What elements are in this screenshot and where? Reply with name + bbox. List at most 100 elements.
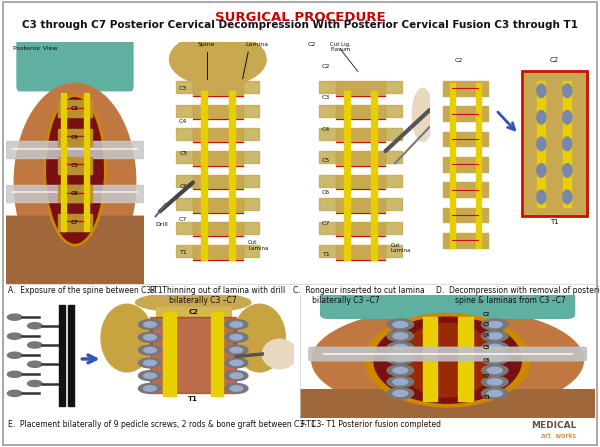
Bar [319, 222, 336, 234]
Bar [385, 128, 402, 140]
Circle shape [7, 333, 22, 339]
Circle shape [230, 373, 243, 378]
Circle shape [230, 386, 243, 391]
Text: T1: T1 [550, 219, 559, 224]
Circle shape [139, 345, 161, 355]
Bar [385, 105, 402, 117]
Ellipse shape [14, 84, 136, 282]
Text: T1: T1 [322, 253, 330, 257]
Circle shape [393, 367, 408, 374]
Text: C2: C2 [322, 64, 330, 69]
Bar [61, 93, 67, 231]
Circle shape [487, 333, 502, 339]
Bar [176, 175, 193, 187]
Text: F.  C3- T1 Posterior fusion completed: F. C3- T1 Posterior fusion completed [301, 420, 441, 429]
Bar [242, 105, 259, 117]
Text: C3: C3 [179, 86, 187, 91]
Circle shape [28, 380, 42, 387]
Bar [385, 81, 402, 93]
Bar [176, 222, 193, 234]
Circle shape [230, 335, 243, 340]
Bar [522, 72, 587, 216]
Bar [193, 128, 242, 143]
Text: Lamina: Lamina [245, 42, 269, 47]
Circle shape [143, 373, 157, 378]
Bar [385, 222, 402, 234]
Bar [319, 128, 336, 140]
Circle shape [487, 321, 502, 328]
Text: C.  Rongeur inserted to cut lamina
        bilaterally C3 –C7: C. Rongeur inserted to cut lamina bilate… [293, 286, 425, 305]
Circle shape [225, 333, 248, 342]
Bar [336, 198, 385, 213]
Bar [336, 152, 385, 166]
Bar [176, 245, 193, 257]
Bar [336, 105, 385, 119]
Circle shape [563, 164, 572, 177]
Bar [344, 91, 350, 260]
Bar [58, 129, 92, 146]
Bar [176, 152, 193, 164]
Text: B.  Thinning out of lamina with drill
        bilaterally C3 –C7: B. Thinning out of lamina with drill bil… [150, 286, 285, 305]
Circle shape [143, 322, 157, 327]
Circle shape [225, 371, 248, 380]
Bar [176, 105, 193, 117]
Bar [319, 81, 336, 93]
Circle shape [387, 342, 413, 353]
Ellipse shape [136, 292, 251, 312]
Bar [371, 91, 377, 260]
Bar [319, 152, 336, 164]
Bar [458, 317, 473, 401]
Bar [336, 128, 385, 143]
Bar [242, 198, 259, 211]
Text: MEDICAL: MEDICAL [530, 421, 576, 430]
Ellipse shape [262, 339, 297, 369]
Bar [58, 101, 92, 117]
Bar [193, 222, 242, 236]
Circle shape [230, 360, 243, 366]
Text: A.  Exposure of the spine between C3-T1: A. Exposure of the spine between C3-T1 [8, 286, 163, 295]
FancyBboxPatch shape [6, 185, 144, 202]
Circle shape [143, 335, 157, 340]
Text: Cut Lig.: Cut Lig. [330, 42, 351, 47]
Circle shape [393, 356, 408, 362]
Text: SURGICAL PROCEDURE: SURGICAL PROCEDURE [215, 11, 385, 24]
Bar [385, 245, 402, 257]
Bar [229, 91, 235, 260]
Bar [68, 305, 74, 406]
Bar [476, 84, 481, 248]
FancyBboxPatch shape [320, 289, 575, 318]
Text: C6: C6 [179, 184, 187, 190]
Circle shape [482, 354, 508, 364]
Ellipse shape [170, 33, 266, 86]
Text: C3: C3 [71, 106, 79, 111]
Text: C2: C2 [483, 312, 490, 317]
Circle shape [482, 376, 508, 388]
Bar [319, 105, 336, 117]
Bar [242, 245, 259, 257]
Text: C4: C4 [322, 127, 330, 132]
Text: C3: C3 [322, 96, 330, 101]
Text: C7: C7 [483, 374, 490, 379]
Bar [193, 81, 242, 96]
Text: E.  Placement bilaterally of 9 pedicle screws, 2 rods & bone graft between C3-T1: E. Placement bilaterally of 9 pedicle sc… [8, 420, 316, 429]
FancyBboxPatch shape [0, 216, 151, 284]
Bar [193, 175, 242, 190]
Text: C2: C2 [308, 42, 316, 47]
Circle shape [393, 379, 408, 385]
Circle shape [139, 358, 161, 368]
Text: Drill: Drill [156, 222, 169, 227]
Circle shape [393, 333, 408, 339]
Text: D.  Decompression with removal of posterior
        spine & laminas from C3 –C7: D. Decompression with removal of posteri… [436, 286, 600, 305]
Circle shape [225, 384, 248, 393]
Circle shape [139, 371, 161, 380]
Bar [522, 72, 587, 216]
Bar [176, 81, 193, 93]
Circle shape [139, 320, 161, 329]
Text: C3 through C7 Posterior Cervical Decompression With Posterior Cervical Fusion C3: C3 through C7 Posterior Cervical Decompr… [22, 20, 578, 30]
Ellipse shape [412, 89, 433, 141]
Bar [193, 245, 242, 260]
Bar [163, 312, 176, 396]
Text: T1: T1 [179, 250, 187, 255]
Circle shape [563, 110, 572, 124]
Bar [59, 305, 65, 406]
